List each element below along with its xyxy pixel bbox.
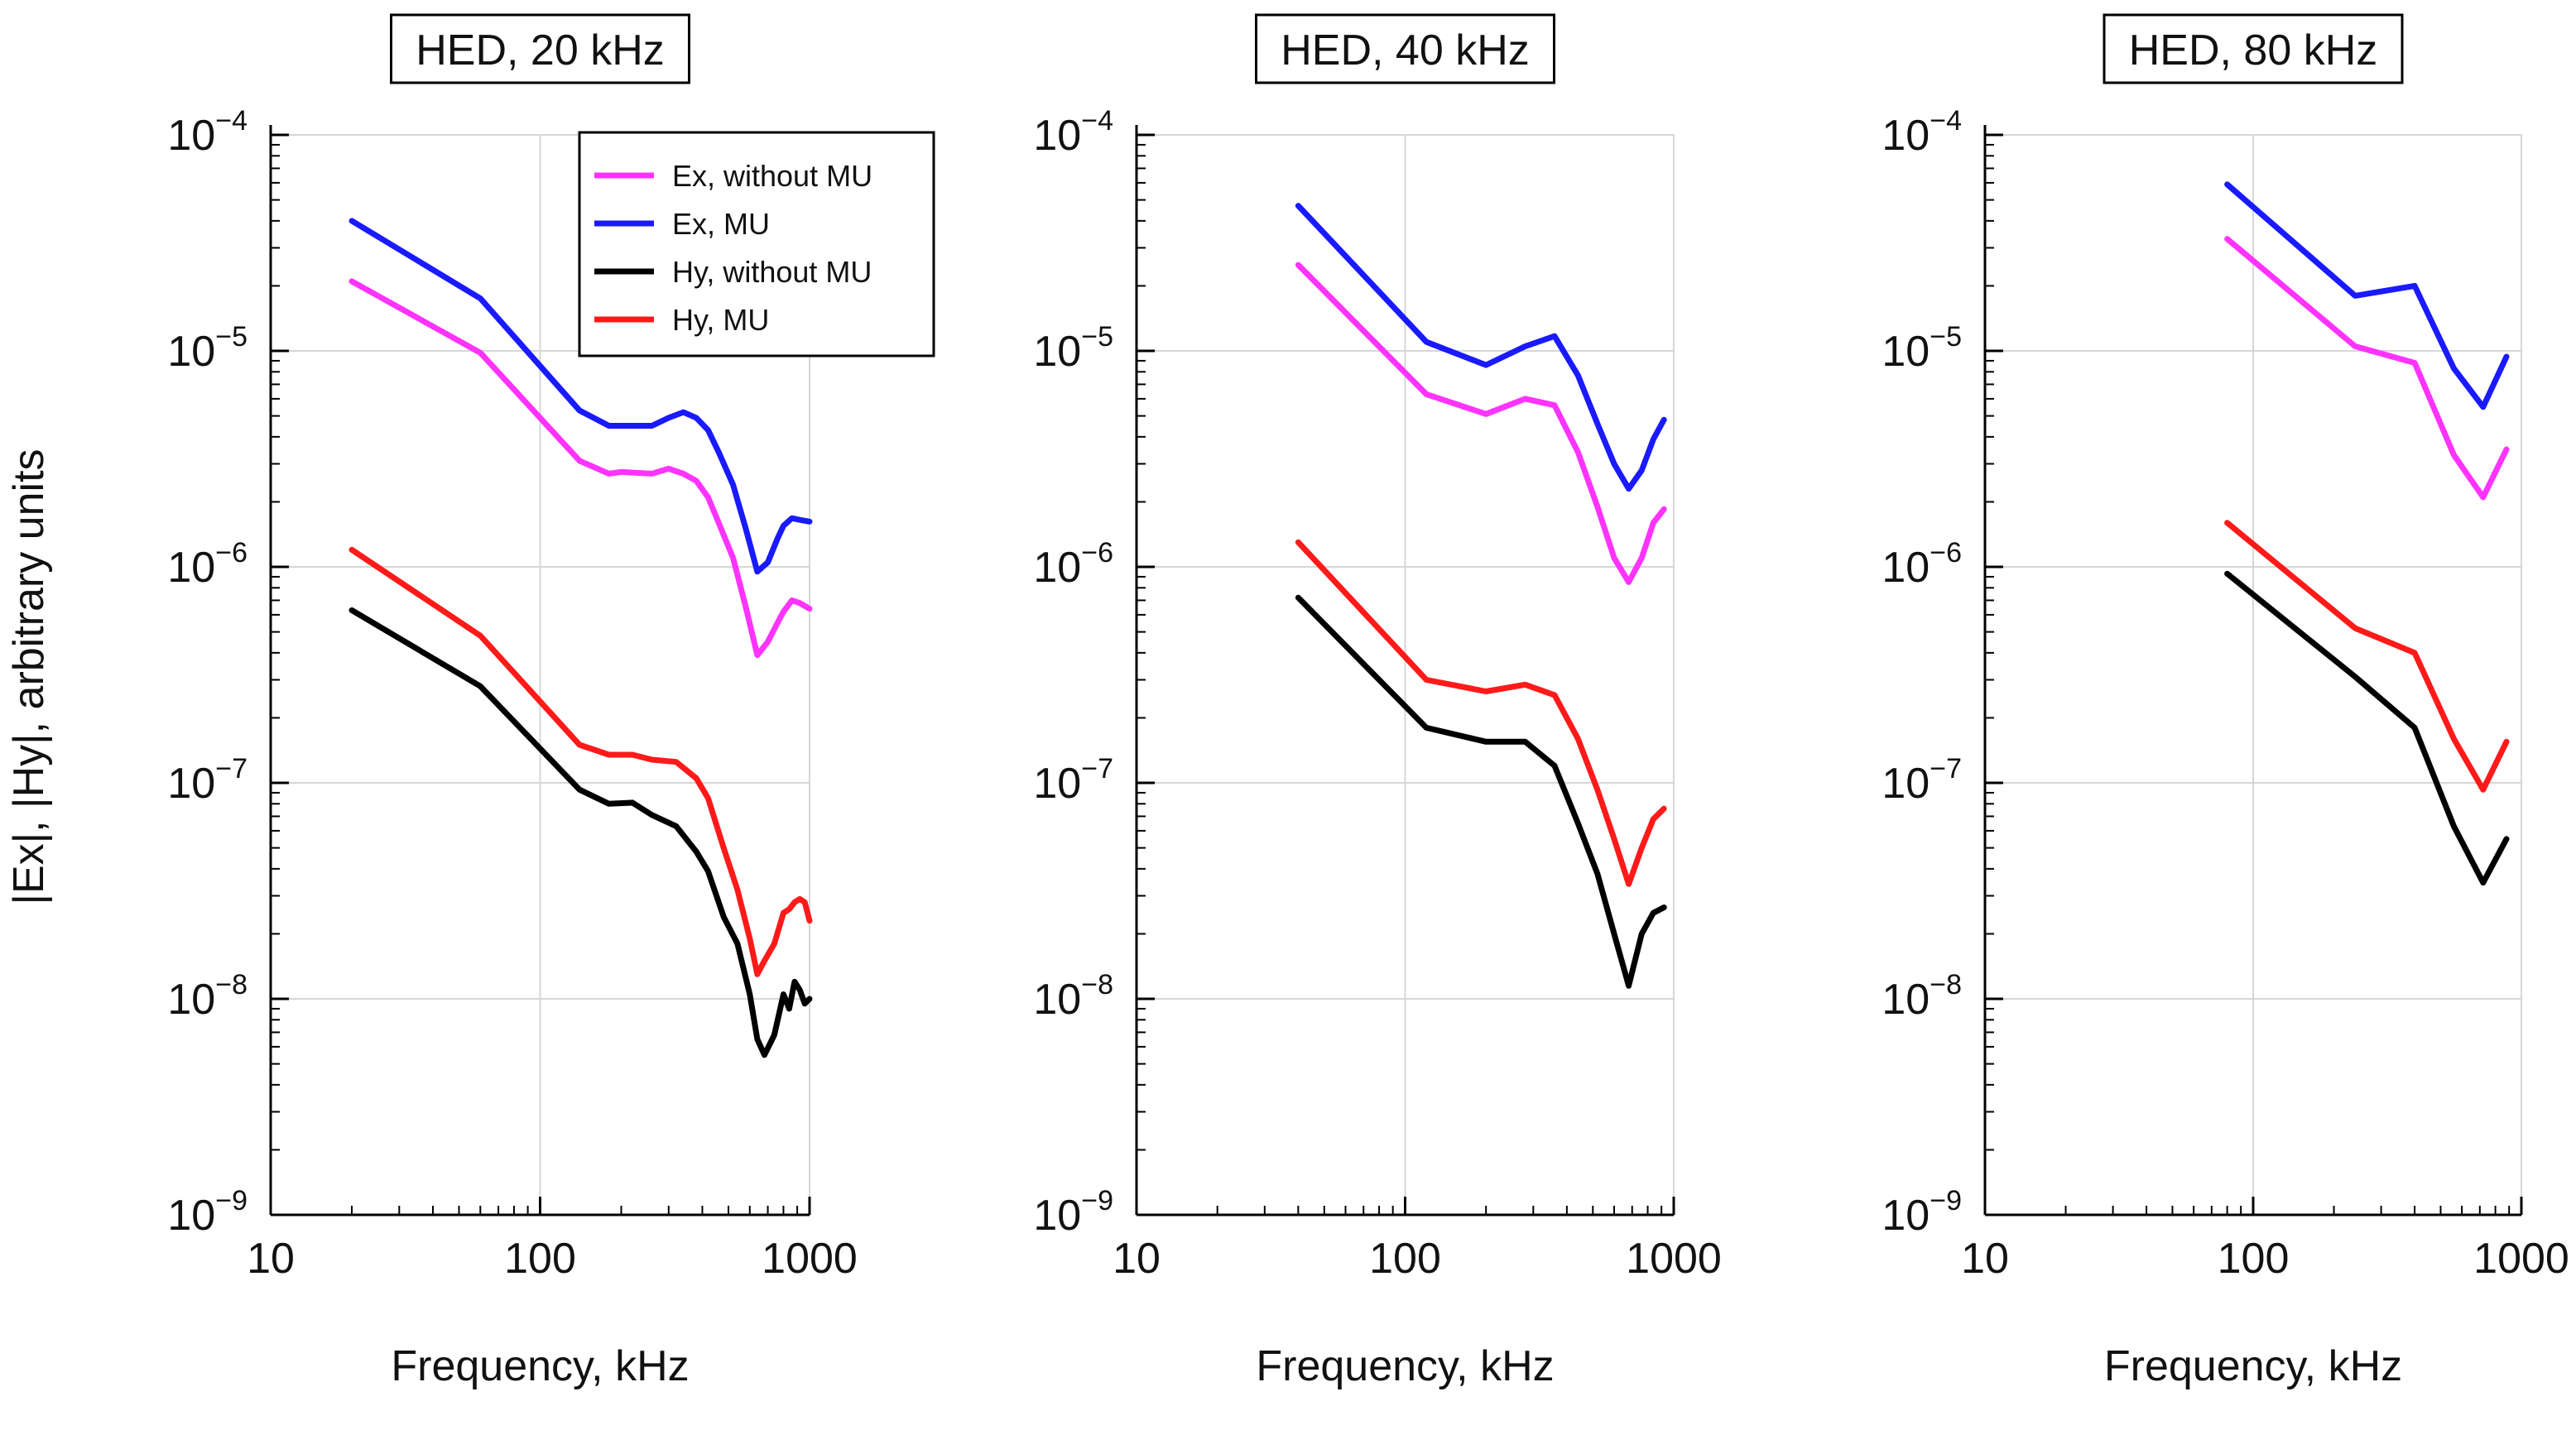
- x-tick-label: 10: [1113, 1235, 1161, 1283]
- series-line-ex-without-mu: [348, 278, 813, 659]
- series-line-hy-mu: [1295, 539, 1667, 887]
- y-tick-label: 10−4: [167, 105, 248, 160]
- y-tick-label: 10−9: [1882, 1185, 1962, 1240]
- chart-title-box: [2103, 13, 2404, 84]
- x-axis-label: Frequency, kHz: [1256, 1342, 1554, 1390]
- x-tick-label: 100: [1369, 1235, 1441, 1283]
- x-tick-label: 1000: [762, 1235, 858, 1283]
- chart-title: HED, 40 kHz: [1281, 26, 1530, 74]
- y-tick-label: 10−4: [1033, 105, 1113, 160]
- x-tick-label: 100: [2218, 1235, 2290, 1283]
- x-axis-label: Frequency, kHz: [2104, 1342, 2402, 1390]
- y-tick-label: 10−7: [167, 753, 248, 808]
- y-tick-label: 10−8: [1882, 969, 1962, 1024]
- chart-title: HED, 20 kHz: [416, 26, 665, 74]
- x-tick-label: 1000: [1626, 1235, 1722, 1283]
- plots: 10−9 10−8 10−7 10−6 10−5 10−4 10 100 1000 Frequen…: [167, 13, 2569, 1390]
- y-tick-label: 10−8: [1033, 969, 1113, 1024]
- series-line-hy-without-mu: [2224, 570, 2510, 886]
- y-tick-label: 10−4: [1882, 105, 1962, 160]
- x-tick-label: 1000: [2473, 1235, 2569, 1283]
- series-line-hy-mu: [348, 546, 813, 977]
- chart-title-box: [1255, 13, 1555, 84]
- chart-title: HED, 80 kHz: [2129, 26, 2378, 74]
- page-y-axis-label: |Ex|, |Hy|, arbitrary units: [5, 449, 53, 905]
- x-tick-label: 10: [1961, 1235, 2009, 1283]
- chart-panel-1: 10−9 10−8 10−7 10−6 10−5 10−4 10 100 1000 Frequen…: [167, 13, 935, 1390]
- y-tick-label: 10−9: [167, 1185, 248, 1240]
- series-line-ex-mu: [1295, 203, 1667, 492]
- legend-label-ex-mu: Ex, MU: [672, 207, 770, 241]
- series-line-ex-mu: [2224, 181, 2510, 410]
- series-line-ex-mu: [348, 218, 813, 575]
- y-tick-label: 10−5: [1033, 321, 1113, 376]
- x-tick-label: 100: [504, 1235, 576, 1283]
- chart-panel-3: 10−9 10−8 10−7 10−6 10−5 10−4 10 100 1000 Frequen…: [1882, 13, 2569, 1390]
- y-tick-label: 10−7: [1033, 753, 1113, 808]
- y-tick-label: 10−5: [1882, 321, 1962, 376]
- series-line-hy-mu: [2224, 520, 2510, 793]
- x-tick-label: 10: [247, 1235, 295, 1283]
- y-tick-label: 10−5: [167, 321, 248, 376]
- series-line-hy-without-mu: [1295, 594, 1667, 989]
- y-tick-label: 10−8: [167, 969, 248, 1024]
- series-line-ex-without-mu: [2224, 236, 2510, 501]
- legend: Ex, without MU Ex, MU Hy, without MU Hy, MU: [578, 131, 935, 358]
- x-axis-label: Frequency, kHz: [391, 1342, 689, 1390]
- chart-title-box: [390, 13, 690, 84]
- legend-label-hy-without-mu: Hy, without MU: [672, 255, 872, 289]
- y-tick-label: 10−6: [167, 537, 248, 592]
- series-line-ex-without-mu: [1295, 262, 1667, 585]
- y-tick-label: 10−6: [1033, 537, 1113, 592]
- y-tick-label: 10−6: [1882, 537, 1962, 592]
- legend-label-hy-mu: Hy, MU: [672, 303, 769, 337]
- chart-panel-2: 10−9 10−8 10−7 10−6 10−5 10−4 10 100 1000 Frequen…: [1033, 13, 1722, 1390]
- legend-label-ex-without-mu: Ex, without MU: [672, 159, 872, 193]
- series-line-hy-without-mu: [348, 607, 813, 1058]
- y-tick-label: 10−7: [1882, 753, 1962, 808]
- y-tick-label: 10−9: [1033, 1185, 1113, 1240]
